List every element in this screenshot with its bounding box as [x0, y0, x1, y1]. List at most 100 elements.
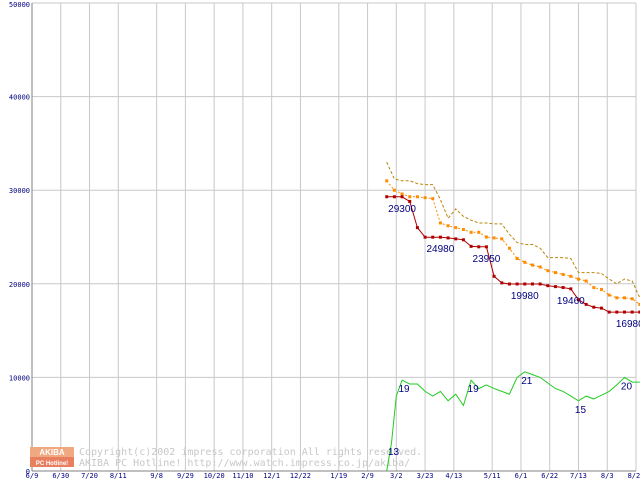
series-point-min [392, 195, 396, 199]
data-label: 16980 [616, 319, 640, 330]
series-point-min [415, 226, 419, 230]
x-tick-label: 10/20 [204, 472, 225, 480]
data-label: 19460 [557, 296, 585, 307]
x-tick-label: 4/13 [445, 472, 462, 480]
series-point-min [477, 245, 481, 249]
series-point-min [469, 244, 473, 248]
x-tick-label: 11/10 [232, 472, 253, 480]
series-point-avg [515, 257, 519, 261]
series-point-min [423, 235, 427, 239]
series-point-avg [469, 230, 473, 234]
logo-top-text: AKIBA [39, 448, 65, 457]
data-labels: 29300 24980 23950 19980 19460 16980 13 19 19 21 15… [388, 204, 640, 458]
series-point-avg [446, 224, 450, 228]
series-point-min [500, 281, 504, 285]
series-point-avg [408, 195, 412, 199]
x-tick-label: 9/29 [177, 472, 194, 480]
y-axis-ticks: 0 10000 20000 30000 40000 50000 [9, 1, 30, 476]
series-point-avg [400, 192, 404, 196]
series-point-min [530, 282, 534, 286]
series-point-min [599, 306, 603, 310]
series-point-avg [584, 279, 588, 283]
x-tick-label: 9/8 [150, 472, 163, 480]
data-label: 15 [575, 405, 587, 416]
series-point-avg [438, 221, 442, 225]
series-point-avg [385, 179, 389, 183]
series-point-avg [622, 296, 626, 300]
series-point-avg [615, 296, 619, 300]
data-label: 23950 [473, 254, 501, 265]
series-point-avg [431, 197, 435, 201]
series-point-min [538, 282, 542, 286]
logo-bottom-text: PC Hotline! [36, 461, 68, 467]
series-point-avg [392, 188, 396, 192]
series-point-avg [553, 271, 557, 275]
data-label: 21 [521, 376, 533, 387]
series-point-min [622, 310, 626, 314]
series-point-avg [500, 237, 504, 241]
series-point-min [615, 310, 619, 314]
series-line-count [386, 371, 640, 472]
x-tick-label: 6/9 [26, 472, 39, 480]
series-point-min [515, 282, 519, 286]
y-tick-label: 50000 [9, 1, 30, 9]
series-point-avg [523, 260, 527, 264]
credit-line-2: AKIBA PC Hotline! http://www.watch.impre… [79, 458, 410, 469]
series-line-max [386, 161, 640, 299]
x-axis-ticks: 6/9 6/30 7/20 8/11 9/8 9/29 10/20 11/10 12/1 12/2… [26, 472, 640, 480]
series-point-avg [492, 236, 496, 240]
x-tick-label: 12/1 [263, 472, 280, 480]
series-point-avg [599, 287, 603, 291]
x-tick-label: 5/11 [484, 472, 501, 480]
series-point-avg [507, 246, 511, 250]
credit-block: AKIBA PC Hotline! Copyright(c)2002 impre… [30, 447, 422, 469]
series-point-min [484, 245, 488, 249]
series-point-avg [415, 195, 419, 199]
series-point-avg [638, 302, 640, 306]
series-point-min [446, 236, 450, 240]
data-label: 19 [468, 384, 480, 395]
y-tick-label: 30000 [9, 187, 30, 195]
series-line-min [386, 196, 640, 313]
series-point-min [492, 274, 496, 278]
data-label: 19980 [511, 291, 539, 302]
axes [31, 3, 636, 472]
x-tick-label: 7/20 [81, 472, 98, 480]
series-point-avg [630, 297, 634, 301]
series-point-min [507, 282, 511, 286]
logo-bottom-bg [30, 457, 74, 467]
data-label: 19 [399, 384, 411, 395]
series-point-min [592, 305, 596, 309]
series-point-min [431, 235, 435, 239]
series-point-min [546, 284, 550, 288]
x-tick-label: 3/2 [390, 472, 403, 480]
series-point-avg [477, 230, 481, 234]
x-tick-label: 8/24 [628, 472, 640, 480]
data-label: 24980 [427, 244, 455, 255]
series-point-min [408, 199, 412, 203]
series-point-avg [592, 286, 596, 290]
series-point-min [569, 287, 573, 291]
x-tick-label: 2/9 [361, 472, 374, 480]
akiba-logo: AKIBA PC Hotline! [30, 447, 74, 467]
series-point-min [454, 237, 458, 241]
x-tick-label: 1/19 [330, 472, 347, 480]
series-point-avg [569, 274, 573, 278]
series-point-avg [484, 235, 488, 239]
series-point-avg [561, 272, 565, 276]
y-tick-label: 40000 [9, 94, 30, 102]
series-point-min [553, 285, 557, 289]
series-point-min [630, 310, 634, 314]
series-point-avg [576, 277, 580, 281]
data-label: 29300 [388, 204, 416, 215]
data-label: 20 [621, 381, 633, 392]
series-point-avg [530, 263, 534, 267]
x-tick-label: 8/11 [110, 472, 127, 480]
data-label: 13 [388, 447, 400, 458]
y-tick-label: 20000 [9, 281, 30, 289]
series-point-min [584, 302, 588, 306]
grid [31, 2, 637, 472]
series-point-avg [461, 228, 465, 232]
y-tick-label: 10000 [9, 374, 30, 382]
series-line-avg [386, 180, 640, 305]
